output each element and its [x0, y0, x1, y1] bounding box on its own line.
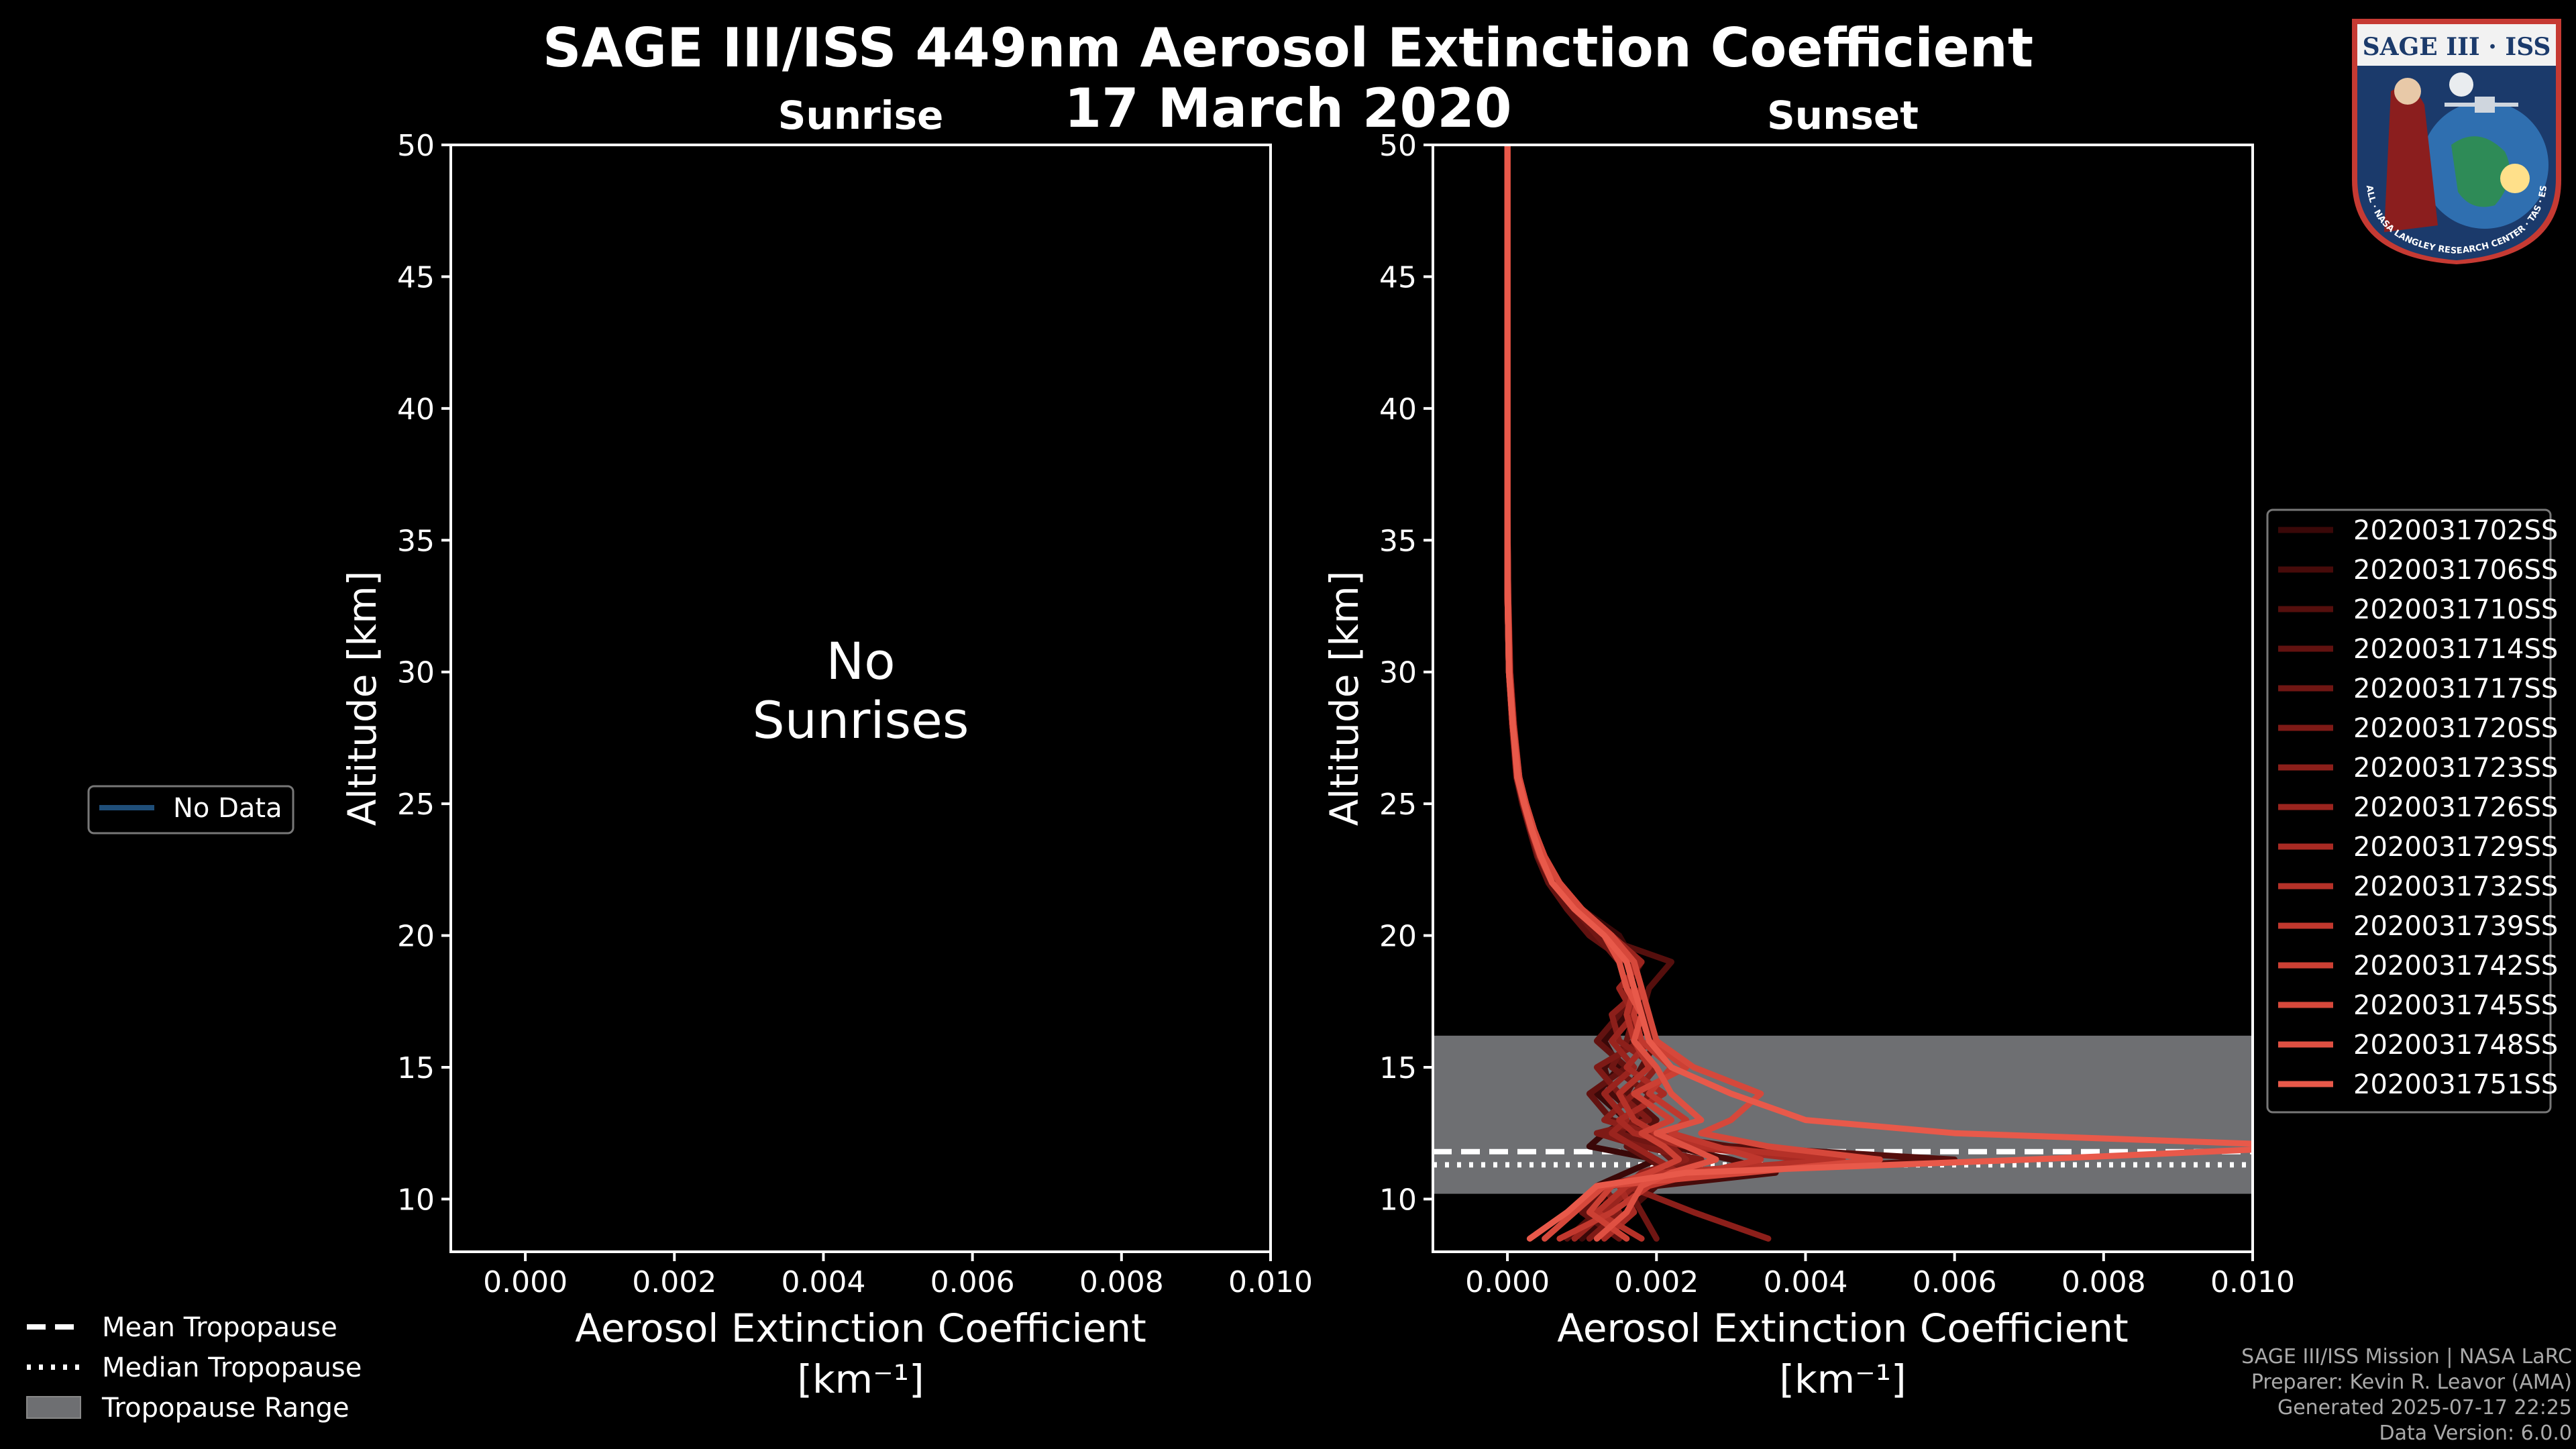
sunrise-xtick-label: 0.008: [1079, 1265, 1164, 1299]
sunrise-ytick-label: 10: [397, 1183, 435, 1217]
tropopause-legend: Mean Tropopause Median Tropopause Tropop…: [26, 1312, 362, 1424]
no-data-label: No Data: [173, 793, 282, 824]
legend-label-2020031706SS: 2020031706SS: [2353, 555, 2558, 586]
legend-label-2020031714SS: 2020031714SS: [2353, 634, 2558, 665]
sunrise-xtick-label: 0.002: [632, 1265, 716, 1299]
sunrise-xtick-label: 0.000: [483, 1265, 568, 1299]
sage-logo-icon: SAGE III · ISS BALL · NASA LANGLEY RESEA…: [2341, 3, 2561, 264]
tropopause-range-band: [1433, 1035, 2253, 1194]
profile-2020031751SS: [1504, 145, 2253, 1242]
sunset-ytick-label: 10: [1379, 1183, 1417, 1217]
sunrise-xtick-label: 0.006: [930, 1265, 1015, 1299]
no-sunrises-line1: No: [826, 631, 895, 691]
no-sunrises-line2: Sunrises: [753, 690, 969, 750]
no-data-legend-frame: [87, 785, 294, 835]
sunrise-ytick-label: 30: [397, 656, 435, 690]
sunset-ytick-label: 50: [1379, 129, 1417, 163]
chart-title: SAGE III/ISS 449nm Aerosol Extinction Co…: [542, 17, 2034, 79]
sunset-ytick-label: 30: [1379, 656, 1417, 690]
sunset-ytick-label: 20: [1379, 920, 1417, 954]
sunrise-axes-frame: [449, 144, 1272, 1253]
sunset-xunit: [km⁻¹]: [1779, 1356, 1906, 1402]
sunrise-ytick-label: 15: [397, 1051, 435, 1085]
median-tropopause-label: Median Tropopause: [102, 1352, 362, 1383]
legend-label-2020031710SS: 2020031710SS: [2353, 594, 2558, 625]
legend-label-2020031702SS: 2020031702SS: [2353, 515, 2558, 546]
sunrise-ytick-label: 50: [397, 129, 435, 163]
sunset-xtick-label: 0.000: [1465, 1265, 1550, 1299]
legend-label-2020031729SS: 2020031729SS: [2353, 832, 2558, 863]
footer-preparer: Preparer: Kevin R. Leavor (AMA): [2251, 1371, 2572, 1394]
sunset-ytick-label: 40: [1379, 392, 1417, 427]
footer-version: Data Version: 6.0.0: [2379, 1421, 2572, 1445]
tropopause-range-swatch: [26, 1396, 81, 1419]
sunrise-title: Sunrise: [778, 93, 944, 138]
logo-text: SAGE III · ISS: [2363, 33, 2551, 61]
sunrise-ytick-label: 35: [397, 524, 435, 558]
sunrise-ylabel: Altitude [km]: [339, 571, 385, 826]
sunset-xtick-label: 0.006: [1913, 1265, 1997, 1299]
tropopause-range-label: Tropopause Range: [101, 1393, 350, 1424]
sunrise-ytick-label: 25: [397, 788, 435, 822]
sunset-ytick-label: 15: [1379, 1051, 1417, 1085]
footer-generated: Generated 2025-07-17 22:25: [2277, 1396, 2572, 1419]
sage-mission-logo: SAGE III · ISS BALL · NASA LANGLEY RESEA…: [2341, 3, 2569, 266]
sunset-ylabel: Altitude [km]: [1322, 571, 1367, 826]
footer-mission: SAGE III/ISS Mission | NASA LaRC: [2241, 1345, 2572, 1368]
sunset-title: Sunset: [1767, 93, 1919, 138]
legend-label-2020031745SS: 2020031745SS: [2353, 990, 2558, 1021]
sunset-ytick-label: 35: [1379, 524, 1417, 558]
legend-label-2020031723SS: 2020031723SS: [2353, 753, 2558, 784]
sunrise-ytick-label: 45: [397, 260, 435, 294]
sunset-ytick-label: 25: [1379, 788, 1417, 822]
sunset-axes-frame: [1432, 144, 2254, 1253]
mean-tropopause-label: Mean Tropopause: [102, 1312, 337, 1343]
sunrise-xlabel: Aerosol Extinction Coefficient: [575, 1305, 1146, 1351]
sunset-xtick-label: 0.008: [2061, 1265, 2146, 1299]
sunrise-panel: Sunrise 10 15 20 25 30 35 40 45 50 0.000 0.002 0.0…: [339, 93, 1313, 1402]
sunrise-ytick-label: 20: [397, 920, 435, 954]
no-data-legend: No Data: [87, 785, 294, 835]
legend-label-2020031732SS: 2020031732SS: [2353, 871, 2558, 902]
sunrise-xtick-label: 0.010: [1228, 1265, 1313, 1299]
legend-label-2020031726SS: 2020031726SS: [2353, 792, 2558, 823]
legend-label-2020031751SS: 2020031751SS: [2353, 1069, 2558, 1100]
legend-label-2020031720SS: 2020031720SS: [2353, 713, 2558, 744]
sunset-xtick-label: 0.002: [1614, 1265, 1699, 1299]
legend-label-2020031717SS: 2020031717SS: [2353, 674, 2558, 704]
series-legend-frame: [2266, 508, 2552, 1114]
sunrise-ytick-label: 40: [397, 392, 435, 427]
legend-label-2020031739SS: 2020031739SS: [2353, 911, 2558, 942]
sunset-xtick-label: 0.004: [1763, 1265, 1847, 1299]
sunrise-xunit: [km⁻¹]: [797, 1356, 924, 1402]
sunrise-xtick-label: 0.004: [781, 1265, 865, 1299]
sunset-ytick-label: 45: [1379, 260, 1417, 294]
sunset-xtick-label: 0.010: [2210, 1265, 2295, 1299]
chart-date: 17 March 2020: [1064, 77, 1512, 140]
legend-label-2020031748SS: 2020031748SS: [2353, 1030, 2558, 1061]
sunset-xlabel: Aerosol Extinction Coefficient: [1557, 1305, 2129, 1351]
series-legend: 2020031702SS 2020031706SS 2020031710SS 2020…: [2266, 508, 2558, 1114]
footer-credits: SAGE III/ISS Mission | NASA LaRC Prepare…: [2241, 1344, 2572, 1446]
sunset-panel: Sunset 10 15 20 25 30 35 40 45 50 0.000 0.002 0.00…: [1322, 93, 2295, 1402]
legend-label-2020031742SS: 2020031742SS: [2353, 951, 2558, 981]
